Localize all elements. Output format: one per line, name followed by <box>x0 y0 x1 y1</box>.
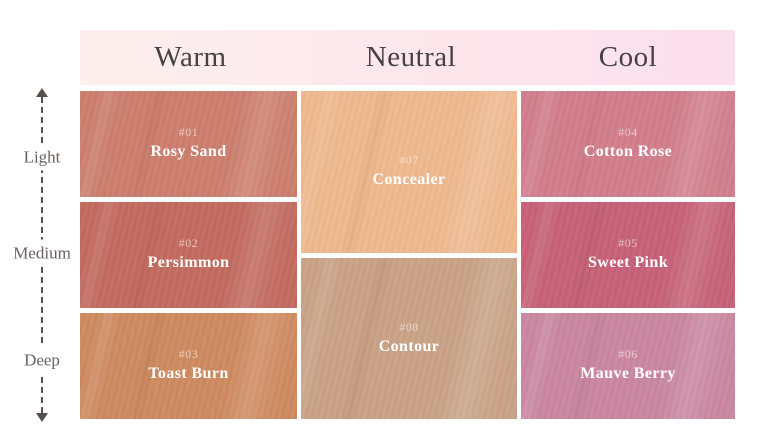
tone-header: Warm Neutral Cool <box>80 30 735 85</box>
shade-name: Toast Burn <box>148 365 229 383</box>
shade-number: #08 <box>399 319 419 334</box>
shade-name: Contour <box>378 337 440 355</box>
swatch-03-toast-burn: #03 Toast Burn <box>80 313 297 419</box>
swatch-06-mauve-berry: #06 Mauve Berry <box>521 313 735 419</box>
arrow-down-icon <box>36 413 48 422</box>
shade-number: #05 <box>618 236 638 251</box>
shade-name: Rosy Sand <box>150 143 227 161</box>
shade-number: #04 <box>618 125 638 140</box>
shade-number: #07 <box>399 153 419 168</box>
shade-number: #02 <box>178 236 199 251</box>
shade-name: Concealer <box>372 171 446 189</box>
shade-name: Persimmon <box>147 254 230 272</box>
tone-column-neutral: Neutral <box>301 30 521 85</box>
tone-column-warm: Warm <box>80 30 301 85</box>
swatch-07-concealer: #07 Concealer <box>301 91 517 253</box>
depth-label-deep: Deep <box>21 346 63 374</box>
swatch-04-cotton-rose: #04 Cotton Rose <box>521 91 735 197</box>
shade-name: Cotton Rose <box>583 143 673 161</box>
tone-column-cool: Cool <box>521 30 735 85</box>
swatch-02-persimmon: #02 Persimmon <box>80 202 297 308</box>
swatch-01-rosy-sand: #01 Rosy Sand <box>80 91 297 197</box>
tone-title-cool: Cool <box>598 41 658 73</box>
shade-number: #03 <box>178 347 199 362</box>
shade-name: Sweet Pink <box>588 254 668 272</box>
shade-number: #06 <box>618 347 638 362</box>
tone-title-warm: Warm <box>154 41 227 73</box>
depth-label-light: Light <box>20 143 64 171</box>
shade-name: Mauve Berry <box>580 365 676 383</box>
swatch-08-contour: #08 Contour <box>301 258 517 419</box>
arrow-up-icon <box>36 88 48 97</box>
depth-label-medium: Medium <box>10 239 74 267</box>
shade-number: #01 <box>178 125 199 140</box>
swatch-05-sweet-pink: #05 Sweet Pink <box>521 202 735 308</box>
tone-title-neutral: Neutral <box>365 41 457 73</box>
